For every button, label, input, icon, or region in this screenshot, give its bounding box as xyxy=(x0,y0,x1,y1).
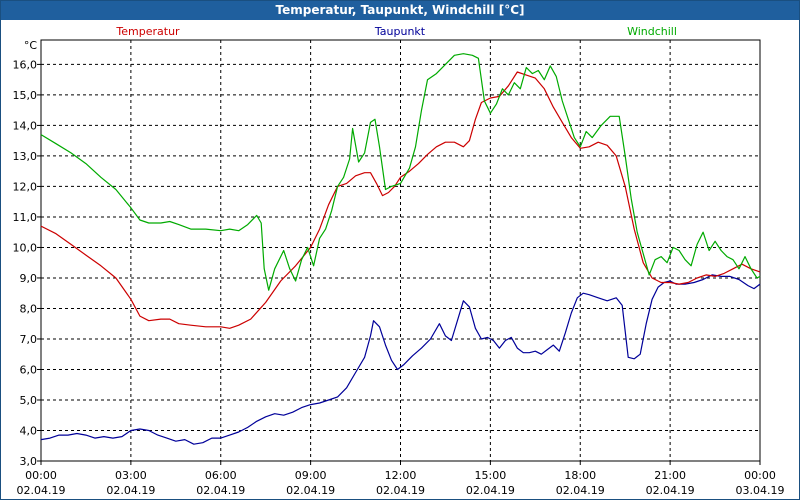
x-tick-time: 06:00 xyxy=(205,469,237,482)
y-tick-label: 13,0 xyxy=(13,150,38,163)
y-tick-label: 9,0 xyxy=(20,272,38,285)
x-tick-date: 02.04.19 xyxy=(17,484,66,497)
x-tick-time: 03:00 xyxy=(115,469,147,482)
y-tick-label: 3,0 xyxy=(20,455,38,468)
y-tick-label: 15,0 xyxy=(13,89,38,102)
x-tick-time: 15:00 xyxy=(475,469,507,482)
y-tick-label: 10,0 xyxy=(13,241,38,254)
x-tick-time: 18:00 xyxy=(564,469,596,482)
x-tick-date: 02.04.19 xyxy=(196,484,245,497)
y-tick-label: 5,0 xyxy=(20,394,38,407)
chart-title: Temperatur, Taupunkt, Windchill [°C] xyxy=(1,1,799,20)
legend-temperatur: Temperatur xyxy=(115,25,180,38)
y-axis-unit: °C xyxy=(24,39,38,52)
y-tick-label: 11,0 xyxy=(13,211,38,224)
x-tick-date: 02.04.19 xyxy=(376,484,425,497)
x-tick-date: 03.04.19 xyxy=(736,484,785,497)
y-tick-label: 4,0 xyxy=(20,424,38,437)
y-tick-label: 16,0 xyxy=(13,58,38,71)
y-tick-label: 6,0 xyxy=(20,363,38,376)
x-tick-date: 02.04.19 xyxy=(556,484,605,497)
y-tick-label: 12,0 xyxy=(13,180,38,193)
x-tick-date: 02.04.19 xyxy=(466,484,515,497)
legend-windchill: Windchill xyxy=(627,25,677,38)
x-tick-time: 00:00 xyxy=(25,469,57,482)
y-tick-label: 7,0 xyxy=(20,333,38,346)
x-tick-time: 09:00 xyxy=(295,469,327,482)
x-tick-time: 00:00 xyxy=(744,469,776,482)
x-tick-date: 02.04.19 xyxy=(646,484,695,497)
x-tick-date: 02.04.19 xyxy=(106,484,155,497)
y-tick-label: 14,0 xyxy=(13,119,38,132)
series-line-windchill xyxy=(40,53,761,291)
legend-taupunkt: Taupunkt xyxy=(374,25,426,38)
series-line-taupunkt xyxy=(40,274,761,445)
y-tick-label: 8,0 xyxy=(20,302,38,315)
x-tick-time: 12:00 xyxy=(385,469,417,482)
x-tick-date: 02.04.19 xyxy=(286,484,335,497)
x-tick-time: 21:00 xyxy=(654,469,686,482)
